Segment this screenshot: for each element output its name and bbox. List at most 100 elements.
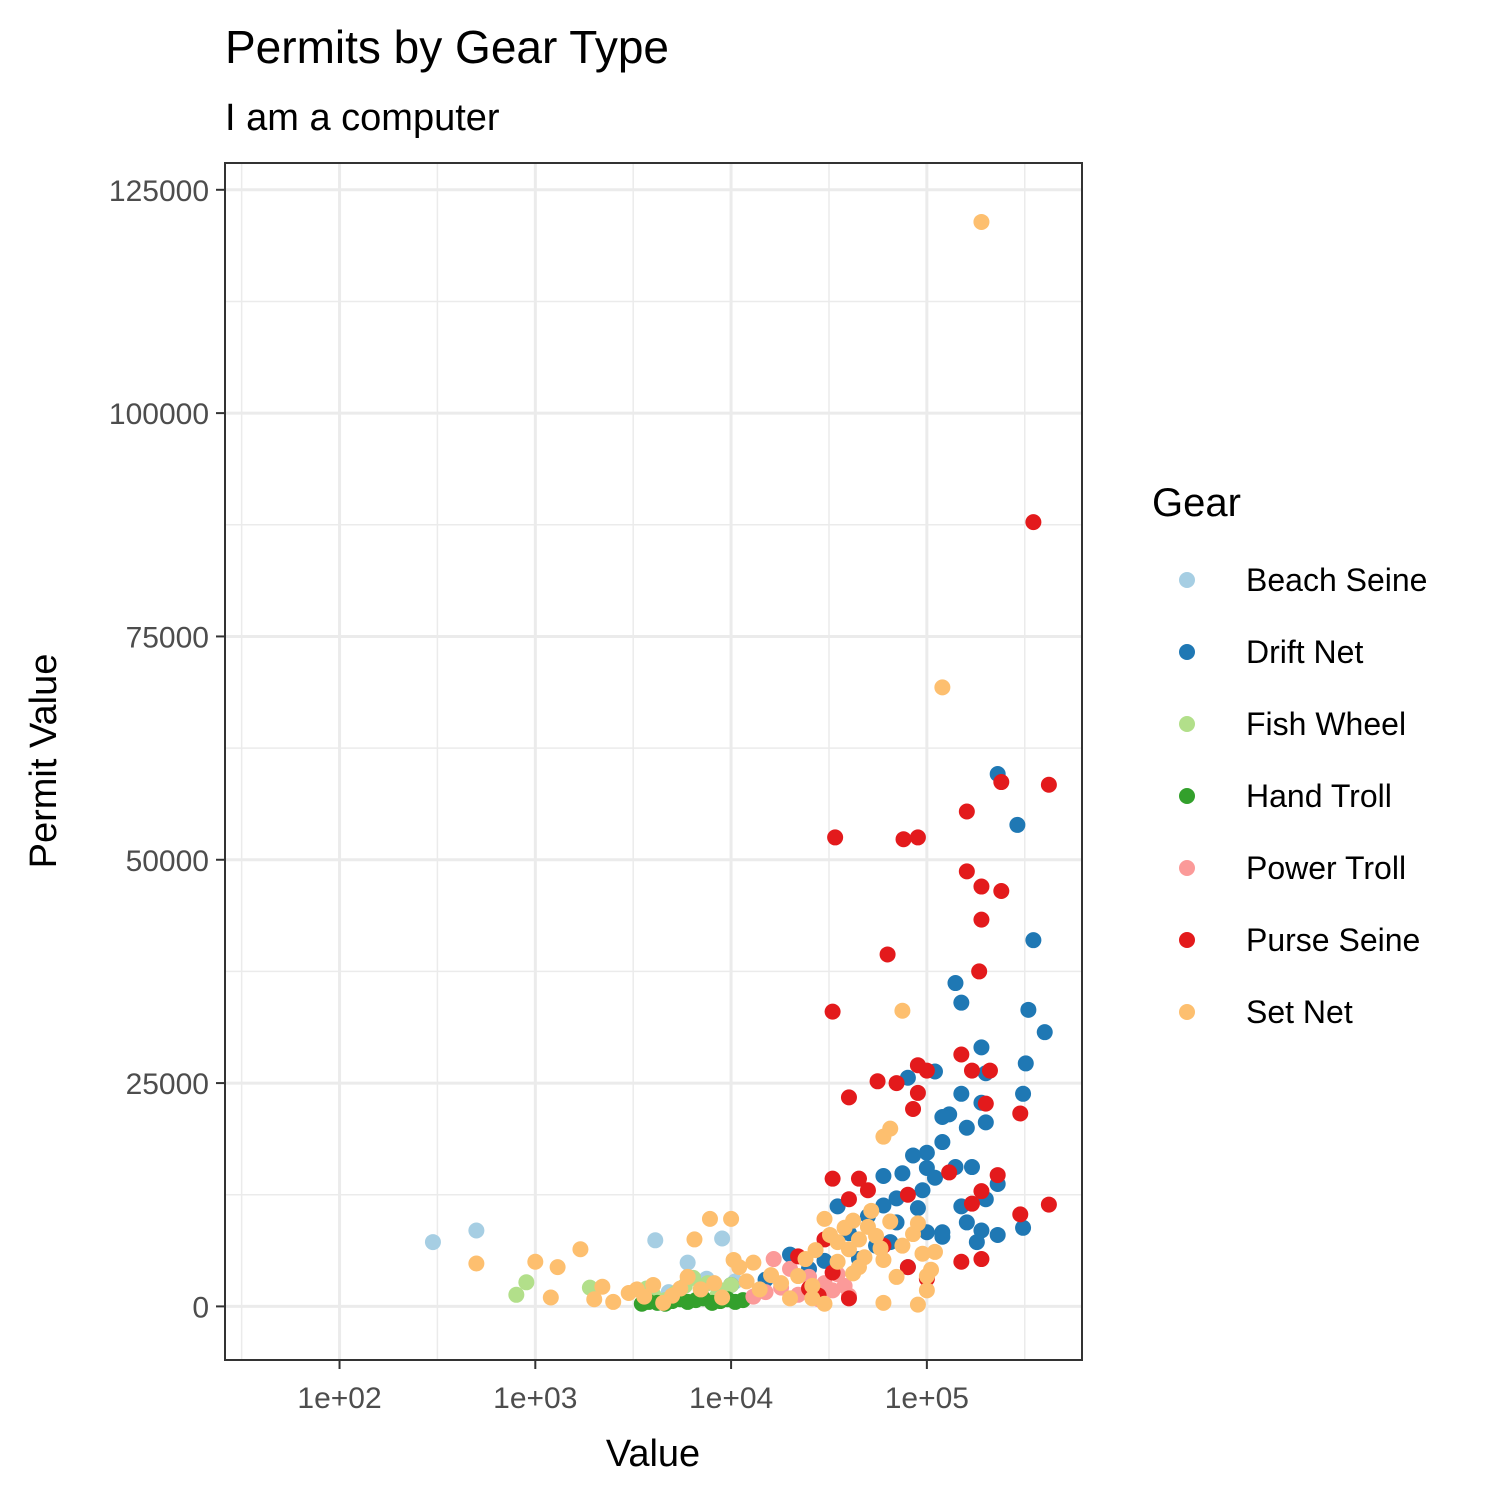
- y-tick-label: 100000: [109, 398, 209, 431]
- point-set-net: [701, 1210, 718, 1227]
- point-set-net: [888, 1268, 905, 1285]
- point-set-net: [918, 1282, 935, 1299]
- point-drift-net: [875, 1167, 892, 1184]
- point-purse-seine: [840, 1191, 857, 1208]
- point-purse-seine: [941, 1164, 958, 1181]
- y-tick-label: 25000: [126, 1068, 209, 1101]
- point-drift-net: [1036, 1024, 1053, 1041]
- point-set-net: [934, 679, 951, 696]
- point-drift-net: [1015, 1085, 1032, 1102]
- point-purse-seine: [958, 863, 975, 880]
- point-set-net: [804, 1277, 821, 1294]
- point-purse-seine: [1040, 1196, 1057, 1213]
- point-drift-net: [934, 1134, 951, 1151]
- point-set-net: [850, 1231, 867, 1248]
- legend-label-beach-seine: Beach Seine: [1246, 562, 1427, 598]
- chart-subtitle: I am a computer: [225, 97, 500, 139]
- legend-key-hand-troll: [1179, 788, 1195, 804]
- point-set-net: [973, 213, 990, 230]
- point-drift-net: [909, 1200, 926, 1217]
- point-set-net: [868, 1227, 885, 1244]
- point-set-net: [679, 1268, 696, 1285]
- point-set-net: [829, 1253, 846, 1270]
- point-drift-net: [934, 1109, 951, 1126]
- x-axis-title: Value: [606, 1433, 700, 1475]
- point-purse-seine: [840, 1089, 857, 1106]
- point-drift-net: [968, 1234, 985, 1251]
- y-tick-label: 75000: [126, 621, 209, 654]
- x-tick-label: 1e+02: [297, 1382, 381, 1415]
- point-purse-seine: [827, 829, 844, 846]
- point-set-net: [773, 1275, 790, 1292]
- point-drift-net: [1015, 1219, 1032, 1236]
- plot-panel-border: [224, 162, 1083, 1361]
- legend-key-set-net: [1179, 1004, 1195, 1020]
- point-set-net: [882, 1213, 899, 1230]
- point-drift-net: [894, 1165, 911, 1182]
- point-purse-seine: [1025, 514, 1042, 531]
- legend-key-purse-seine: [1179, 932, 1195, 948]
- legend-item-beach-seine: Beach Seine: [1179, 562, 1427, 598]
- point-power-troll: [824, 1282, 841, 1299]
- point-drift-net: [1020, 1001, 1037, 1018]
- y-axis-title: Permit Value: [23, 654, 65, 869]
- point-beach-seine: [468, 1222, 485, 1239]
- point-set-net: [782, 1290, 799, 1307]
- point-set-net: [645, 1276, 662, 1293]
- point-drift-net: [953, 1085, 970, 1102]
- y-tick-label: 50000: [126, 845, 209, 878]
- point-power-troll: [765, 1251, 782, 1268]
- point-set-net: [738, 1273, 755, 1290]
- y-axis-tick-labels: 0 25000 50000 75000 100000 125000: [109, 175, 209, 1325]
- point-drift-net: [1025, 932, 1042, 949]
- legend-label-purse-seine: Purse Seine: [1246, 922, 1420, 958]
- point-drift-net: [963, 1159, 980, 1176]
- legend-key-beach-seine: [1179, 572, 1195, 588]
- data-points: [424, 213, 1057, 1313]
- point-purse-seine: [1012, 1206, 1029, 1223]
- point-set-net: [863, 1202, 880, 1219]
- legend-title: Gear: [1152, 481, 1241, 525]
- legend-key-fish-wheel: [1179, 716, 1195, 732]
- point-fish-wheel: [518, 1274, 535, 1291]
- point-set-net: [731, 1259, 748, 1276]
- legend-key-drift-net: [1179, 644, 1195, 660]
- legend-item-hand-troll: Hand Troll: [1179, 778, 1392, 814]
- point-set-net: [594, 1278, 611, 1295]
- point-set-net: [751, 1281, 768, 1298]
- point-purse-seine: [953, 1046, 970, 1063]
- point-set-net: [926, 1243, 943, 1260]
- point-purse-seine: [869, 1073, 886, 1090]
- point-purse-seine: [989, 1167, 1006, 1184]
- point-set-net: [527, 1253, 544, 1270]
- point-set-net: [909, 1215, 926, 1232]
- point-set-net: [894, 1002, 911, 1019]
- point-drift-net: [947, 975, 964, 992]
- point-set-net: [845, 1212, 862, 1229]
- legend-item-power-troll: Power Troll: [1179, 850, 1406, 886]
- point-purse-seine: [973, 878, 990, 895]
- point-purse-seine: [840, 1290, 857, 1307]
- point-set-net: [882, 1120, 899, 1137]
- point-purse-seine: [899, 1186, 916, 1203]
- point-drift-net: [958, 1214, 975, 1231]
- point-set-net: [636, 1288, 653, 1305]
- point-set-net: [468, 1255, 485, 1272]
- legend-label-set-net: Set Net: [1246, 994, 1353, 1030]
- legend-label-power-troll: Power Troll: [1246, 850, 1406, 886]
- legend: Gear Beach Seine Drift Net Fish Wheel Hand …: [1152, 481, 1427, 1030]
- point-purse-seine: [859, 1182, 876, 1199]
- point-purse-seine: [973, 911, 990, 928]
- point-drift-net: [934, 1228, 951, 1245]
- point-purse-seine: [1040, 776, 1057, 793]
- legend-item-purse-seine: Purse Seine: [1179, 922, 1420, 958]
- point-purse-seine: [973, 1183, 990, 1200]
- point-drift-net: [926, 1169, 943, 1186]
- legend-label-hand-troll: Hand Troll: [1246, 778, 1392, 814]
- legend-key-power-troll: [1179, 860, 1195, 876]
- point-purse-seine: [918, 1062, 935, 1079]
- point-set-net: [706, 1275, 723, 1292]
- grid: [225, 163, 1082, 1360]
- point-purse-seine: [963, 1195, 980, 1212]
- point-drift-net: [973, 1039, 990, 1056]
